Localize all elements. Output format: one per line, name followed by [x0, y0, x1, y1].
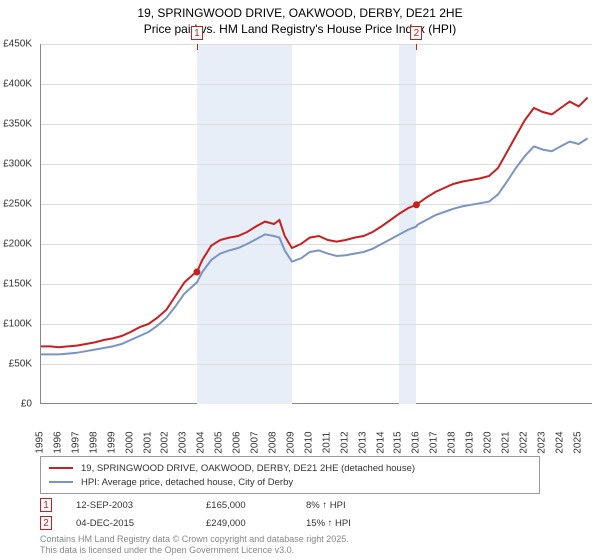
y-axis-tick: £250K — [0, 199, 36, 210]
series-line-price_paid — [41, 98, 588, 348]
x-axis-tick: 2003 — [178, 429, 189, 457]
chart-title: 19, SPRINGWOOD DRIVE, OAKWOOD, DERBY, DE… — [0, 0, 600, 37]
sale-pct-1: 8% ↑ HPI — [306, 500, 406, 511]
x-axis-tick: 2015 — [393, 429, 404, 457]
y-axis-tick: £200K — [0, 239, 36, 250]
x-axis-tick: 1997 — [70, 429, 81, 457]
x-axis-tick: 2004 — [196, 429, 207, 457]
x-axis-tick: 1996 — [52, 429, 63, 457]
x-axis-tick: 2022 — [518, 429, 529, 457]
y-axis-tick: £450K — [0, 39, 36, 50]
marker-tick — [416, 44, 417, 50]
y-axis-tick: £150K — [0, 279, 36, 290]
x-axis-tick: 2017 — [429, 429, 440, 457]
attribution-line-1: Contains HM Land Registry data © Crown c… — [40, 534, 349, 544]
x-axis-tick: 1999 — [106, 429, 117, 457]
x-axis-tick: 2009 — [285, 429, 296, 457]
plot-region: 12 — [40, 44, 592, 404]
sale-pct-2: 15% ↑ HPI — [306, 518, 406, 529]
y-axis-tick: £0 — [0, 399, 36, 410]
x-axis-tick: 2012 — [339, 429, 350, 457]
marker-box: 2 — [410, 26, 422, 40]
x-axis-tick: 2023 — [536, 429, 547, 457]
sale-marker-2: 2 — [40, 516, 52, 530]
y-axis-tick: £350K — [0, 119, 36, 130]
chart-container: 19, SPRINGWOOD DRIVE, OAKWOOD, DERBY, DE… — [0, 0, 600, 560]
sale-price-1: £165,000 — [206, 500, 306, 511]
legend-label-2: HPI: Average price, detached house, City… — [81, 477, 293, 488]
x-axis-tick: 1995 — [35, 429, 46, 457]
marker-tick — [197, 44, 198, 50]
x-axis-tick: 2021 — [500, 429, 511, 457]
x-axis-tick: 2007 — [250, 429, 261, 457]
x-axis-tick: 2002 — [160, 429, 171, 457]
x-axis-tick: 2013 — [357, 429, 368, 457]
x-axis-tick: 2005 — [214, 429, 225, 457]
attribution: Contains HM Land Registry data © Crown c… — [40, 534, 592, 556]
y-axis-tick: £100K — [0, 319, 36, 330]
x-axis-tick: 2006 — [232, 429, 243, 457]
legend-row-2: HPI: Average price, detached house, City… — [49, 475, 531, 489]
x-axis-tick: 2020 — [483, 429, 494, 457]
sale-date-2: 04-DEC-2015 — [76, 518, 206, 529]
legend-box: 19, SPRINGWOOD DRIVE, OAKWOOD, DERBY, DE… — [40, 456, 540, 494]
x-axis-tick: 2016 — [411, 429, 422, 457]
y-axis-tick: £300K — [0, 159, 36, 170]
chart-lines — [41, 44, 593, 404]
x-axis-tick: 2018 — [447, 429, 458, 457]
x-axis-tick: 2011 — [321, 429, 332, 457]
x-axis-tick: 1998 — [88, 429, 99, 457]
title-line-1: 19, SPRINGWOOD DRIVE, OAKWOOD, DERBY, DE… — [137, 6, 462, 20]
y-axis-tick: £50K — [0, 359, 36, 370]
x-axis-tick: 2001 — [142, 429, 153, 457]
legend-row-1: 19, SPRINGWOOD DRIVE, OAKWOOD, DERBY, DE… — [49, 461, 531, 475]
x-axis-tick: 2025 — [572, 429, 583, 457]
marker-box: 1 — [191, 26, 203, 40]
legend-swatch-2 — [49, 481, 73, 483]
sale-dot — [193, 269, 200, 276]
legend-label-1: 19, SPRINGWOOD DRIVE, OAKWOOD, DERBY, DE… — [81, 463, 415, 474]
y-axis-tick: £400K — [0, 79, 36, 90]
legend-swatch-1 — [49, 467, 73, 469]
attribution-line-2: This data is licensed under the Open Gov… — [40, 545, 294, 555]
sale-row-1: 1 12-SEP-2003 £165,000 8% ↑ HPI — [40, 498, 592, 512]
legend-section: 19, SPRINGWOOD DRIVE, OAKWOOD, DERBY, DE… — [40, 456, 592, 556]
x-axis-tick: 2024 — [554, 429, 565, 457]
sale-marker-1: 1 — [40, 498, 52, 512]
x-axis-tick: 2014 — [375, 429, 386, 457]
x-axis-tick: 2000 — [124, 429, 135, 457]
sale-date-1: 12-SEP-2003 — [76, 500, 206, 511]
sale-dot — [413, 201, 420, 208]
x-axis-tick: 2010 — [303, 429, 314, 457]
sale-price-2: £249,000 — [206, 518, 306, 529]
series-line-hpi — [41, 138, 588, 354]
x-axis-tick: 2008 — [267, 429, 278, 457]
sale-row-2: 2 04-DEC-2015 £249,000 15% ↑ HPI — [40, 516, 592, 530]
chart-area: 12 £0£50K£100K£150K£200K£250K£300K£350K£… — [40, 44, 592, 424]
x-axis-tick: 2019 — [465, 429, 476, 457]
